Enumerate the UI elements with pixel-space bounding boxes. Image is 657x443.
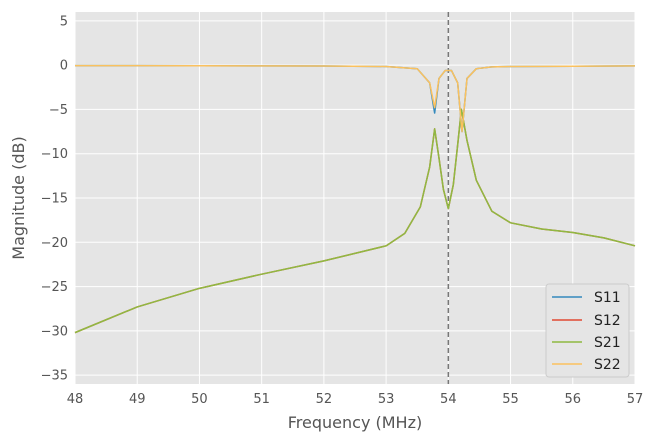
legend-box (545, 283, 630, 378)
y-tick-label: −35 (41, 369, 68, 384)
legend-label-s11: S11 (594, 290, 621, 306)
x-tick-label: 55 (502, 392, 519, 407)
x-tick-label: 51 (253, 392, 270, 407)
x-tick-label: 54 (440, 392, 457, 407)
y-tick-labels: 5 0 −5 −10 −15 −20 −25 −30 −35 (41, 14, 68, 383)
x-tick-label: 53 (378, 392, 395, 407)
x-axis-label: Frequency (MHz) (288, 413, 422, 432)
y-axis-label: Magnitude (dB) (9, 136, 28, 259)
legend-label-s12: S12 (594, 313, 621, 329)
legend-label-s21: S21 (594, 335, 621, 351)
x-tick-label: 56 (565, 392, 582, 407)
y-tick-label: −15 (41, 192, 68, 207)
x-tick-label: 49 (129, 392, 146, 407)
y-tick-label: −10 (41, 147, 68, 162)
legend-label-s22: S22 (594, 357, 621, 373)
y-tick-label: −20 (41, 236, 68, 251)
series-line-s21 (74, 108, 636, 334)
grid-lines (74, 12, 636, 384)
y-tick-label: 5 (60, 14, 68, 29)
legend: S11 S12 S21 S22 (545, 283, 630, 378)
x-tick-label: 50 (191, 392, 208, 407)
x-tick-label: 52 (316, 392, 333, 407)
y-tick-label: 0 (60, 59, 68, 74)
x-tick-labels: 48 49 50 51 52 53 54 55 56 57 (67, 392, 644, 407)
y-tick-label: −30 (41, 324, 68, 339)
y-tick-label: −25 (41, 280, 68, 295)
x-tick-label: 48 (67, 392, 84, 407)
series-lines (74, 64, 636, 334)
y-tick-label: −5 (49, 103, 68, 118)
x-tick-label: 57 (627, 392, 644, 407)
series-line-s22 (74, 64, 636, 133)
